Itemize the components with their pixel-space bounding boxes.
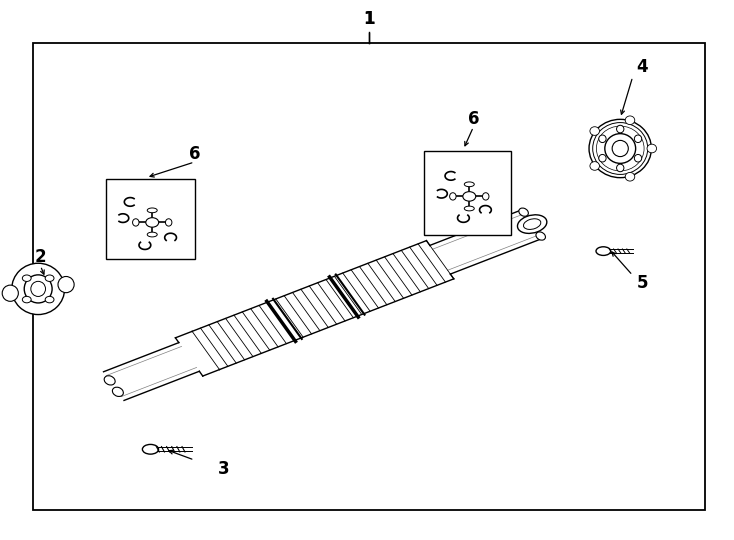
Ellipse shape [24,275,52,303]
Ellipse shape [634,135,642,143]
Ellipse shape [482,193,489,200]
Text: 3: 3 [218,460,230,478]
Ellipse shape [465,182,474,187]
Ellipse shape [517,215,547,233]
Circle shape [22,275,31,281]
Text: 4: 4 [636,58,648,77]
Bar [424,151,511,235]
Text: 5: 5 [636,274,648,293]
Ellipse shape [31,281,46,296]
Ellipse shape [599,154,606,162]
Bar [33,43,705,510]
Ellipse shape [148,232,157,237]
Ellipse shape [617,125,624,133]
Ellipse shape [519,208,528,216]
Ellipse shape [450,193,456,200]
Ellipse shape [536,232,545,240]
Circle shape [463,192,476,201]
Ellipse shape [589,119,652,178]
Ellipse shape [596,247,611,255]
Text: 1: 1 [363,10,375,28]
Text: 2: 2 [34,247,46,266]
Ellipse shape [634,154,642,162]
Ellipse shape [599,135,606,143]
Ellipse shape [148,208,157,213]
Text: 6: 6 [189,145,200,163]
Bar [106,179,195,259]
Ellipse shape [165,219,172,226]
Ellipse shape [590,127,600,136]
Circle shape [46,296,54,303]
Ellipse shape [104,376,115,385]
Text: 1: 1 [363,10,375,28]
Ellipse shape [617,164,624,172]
Ellipse shape [625,172,635,181]
Ellipse shape [112,387,123,396]
Circle shape [146,218,159,227]
Ellipse shape [465,206,474,211]
Circle shape [46,275,54,281]
Ellipse shape [625,116,635,125]
Circle shape [22,296,31,303]
Ellipse shape [133,219,139,226]
Ellipse shape [12,263,65,314]
Ellipse shape [2,285,18,301]
Text: 6: 6 [468,110,479,128]
Ellipse shape [523,219,541,230]
Ellipse shape [58,276,74,293]
Ellipse shape [647,144,657,153]
Ellipse shape [605,133,636,163]
Ellipse shape [590,161,600,170]
Ellipse shape [142,444,159,454]
Ellipse shape [612,140,628,157]
